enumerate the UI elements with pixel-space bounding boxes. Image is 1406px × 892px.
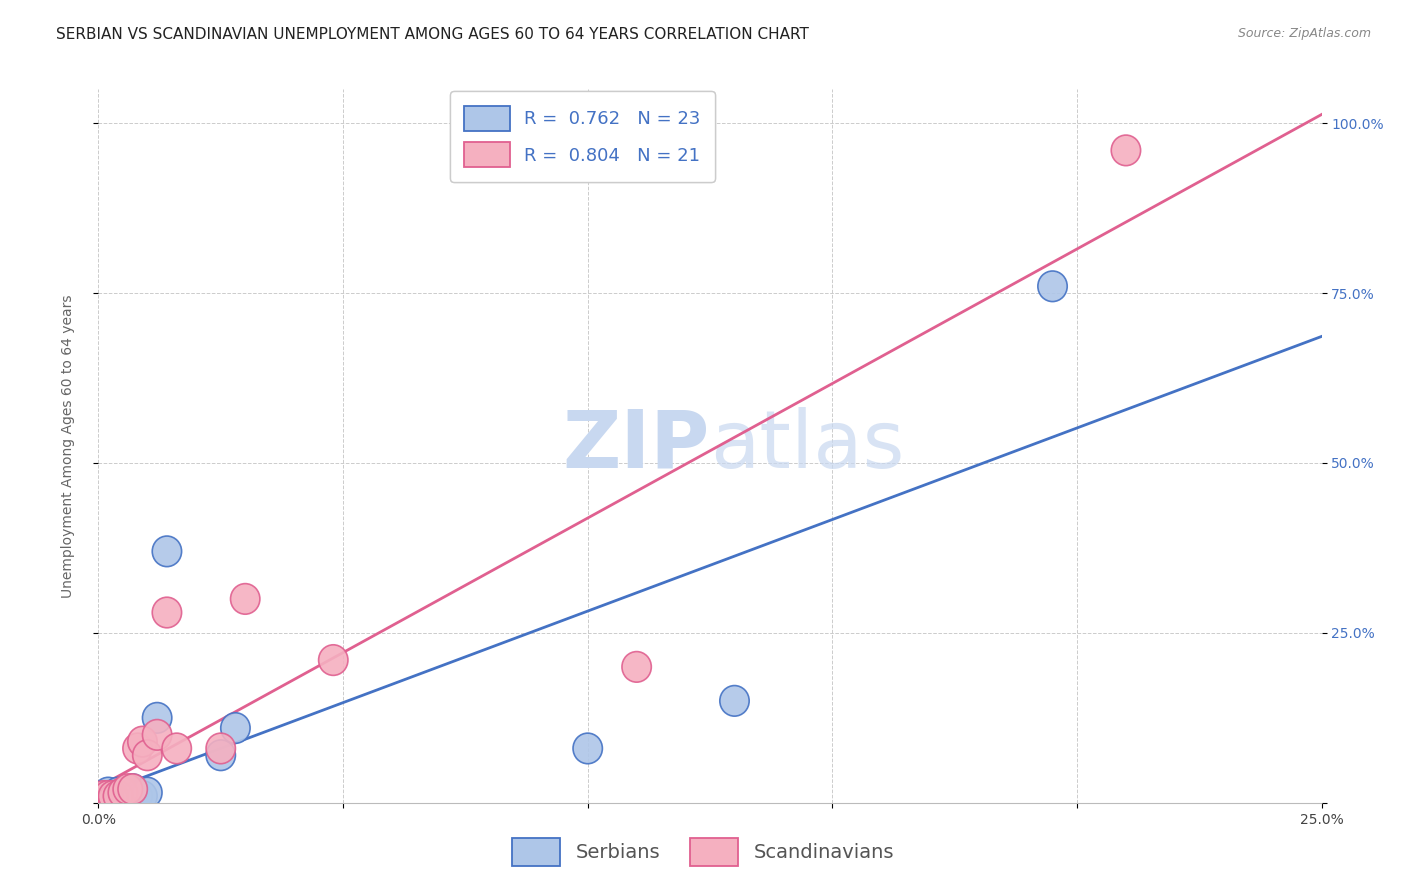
- Text: SERBIAN VS SCANDINAVIAN UNEMPLOYMENT AMONG AGES 60 TO 64 YEARS CORRELATION CHART: SERBIAN VS SCANDINAVIAN UNEMPLOYMENT AMO…: [56, 27, 808, 42]
- Ellipse shape: [621, 651, 651, 682]
- Text: atlas: atlas: [710, 407, 904, 485]
- Ellipse shape: [94, 784, 122, 814]
- Ellipse shape: [89, 784, 118, 814]
- Ellipse shape: [720, 686, 749, 716]
- Ellipse shape: [118, 774, 148, 805]
- Ellipse shape: [118, 774, 148, 805]
- Ellipse shape: [98, 780, 128, 812]
- Ellipse shape: [103, 777, 132, 808]
- Ellipse shape: [1038, 271, 1067, 301]
- Ellipse shape: [128, 726, 157, 757]
- Ellipse shape: [112, 774, 142, 805]
- Ellipse shape: [84, 784, 112, 814]
- Ellipse shape: [98, 780, 128, 812]
- Legend: R =  0.762   N = 23, R =  0.804   N = 21: R = 0.762 N = 23, R = 0.804 N = 21: [450, 91, 714, 182]
- Ellipse shape: [132, 740, 162, 771]
- Ellipse shape: [152, 598, 181, 628]
- Ellipse shape: [103, 780, 132, 812]
- Ellipse shape: [94, 780, 122, 812]
- Ellipse shape: [94, 777, 122, 808]
- Ellipse shape: [108, 777, 138, 808]
- Ellipse shape: [94, 780, 122, 812]
- Ellipse shape: [221, 713, 250, 743]
- Text: ZIP: ZIP: [562, 407, 710, 485]
- Ellipse shape: [89, 780, 118, 812]
- Ellipse shape: [132, 777, 162, 808]
- Ellipse shape: [1111, 135, 1140, 166]
- Ellipse shape: [207, 740, 235, 771]
- Ellipse shape: [574, 733, 602, 764]
- Legend: Serbians, Scandinavians: Serbians, Scandinavians: [503, 830, 903, 873]
- Ellipse shape: [112, 777, 142, 808]
- Ellipse shape: [207, 733, 235, 764]
- Ellipse shape: [103, 780, 132, 812]
- Ellipse shape: [122, 780, 152, 812]
- Ellipse shape: [89, 784, 118, 814]
- Ellipse shape: [108, 784, 138, 814]
- Ellipse shape: [98, 784, 128, 814]
- Text: Source: ZipAtlas.com: Source: ZipAtlas.com: [1237, 27, 1371, 40]
- Ellipse shape: [152, 536, 181, 566]
- Ellipse shape: [142, 703, 172, 733]
- Ellipse shape: [84, 784, 112, 814]
- Ellipse shape: [122, 733, 152, 764]
- Ellipse shape: [128, 780, 157, 812]
- Ellipse shape: [142, 720, 172, 750]
- Ellipse shape: [162, 733, 191, 764]
- Ellipse shape: [231, 583, 260, 615]
- Ellipse shape: [319, 645, 347, 675]
- Y-axis label: Unemployment Among Ages 60 to 64 years: Unemployment Among Ages 60 to 64 years: [60, 294, 75, 598]
- Ellipse shape: [98, 784, 128, 814]
- Ellipse shape: [89, 780, 118, 812]
